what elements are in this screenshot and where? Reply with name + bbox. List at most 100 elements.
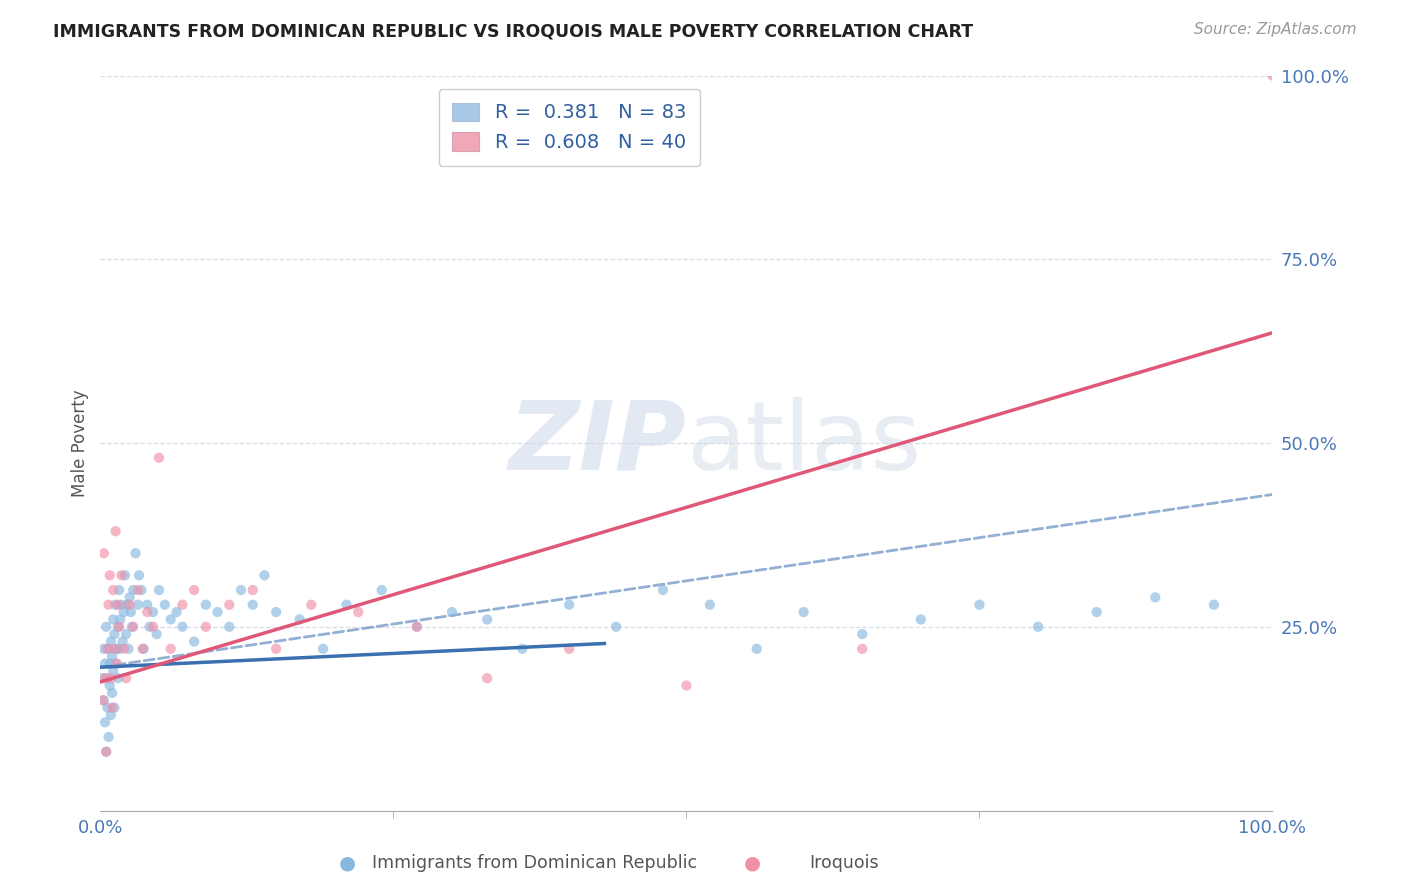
Point (121, 620, 143, 634)
Point (218, 598, 240, 612)
Point (107, 671, 129, 685)
Point (699, 598, 721, 612)
Point (264, 605, 287, 619)
Point (370, 582, 392, 597)
Point (242, 598, 264, 612)
Text: Source: ZipAtlas.com: Source: ZipAtlas.com (1194, 22, 1357, 37)
Point (110, 568, 132, 582)
Point (97, 730, 120, 744)
Point (122, 620, 145, 634)
Point (100, 671, 122, 685)
Point (93, 693, 115, 707)
Point (969, 598, 991, 612)
Point (183, 582, 205, 597)
Point (117, 598, 139, 612)
Point (124, 546, 146, 560)
Point (159, 641, 181, 656)
Point (136, 598, 159, 612)
Point (112, 605, 135, 619)
Point (1202, 598, 1225, 612)
Point (136, 605, 159, 619)
Point (288, 612, 311, 626)
Point (312, 641, 335, 656)
Point (675, 679, 697, 693)
Point (120, 605, 142, 619)
Point (128, 568, 150, 582)
Point (104, 657, 127, 671)
Point (100, 708, 122, 723)
Point (107, 620, 129, 634)
Point (103, 664, 125, 678)
Point (475, 671, 498, 685)
Text: Iroquois: Iroquois (808, 855, 879, 872)
Text: ZIP: ZIP (509, 397, 686, 490)
Point (103, 627, 125, 641)
Point (558, 641, 581, 656)
Point (440, 605, 463, 619)
Point (122, 582, 145, 597)
Point (127, 582, 149, 597)
Point (118, 598, 141, 612)
Point (148, 450, 170, 465)
Point (96, 745, 118, 759)
Point (166, 605, 188, 619)
Point (132, 641, 155, 656)
Point (745, 641, 768, 656)
Point (475, 612, 498, 626)
Point (253, 568, 276, 582)
Point (142, 605, 165, 619)
Point (101, 700, 124, 714)
Point (138, 620, 160, 634)
Point (91, 671, 114, 685)
Point (299, 598, 322, 612)
Point (101, 686, 124, 700)
Point (405, 620, 427, 634)
Point (100, 634, 122, 648)
Point (851, 641, 873, 656)
Point (194, 620, 217, 634)
Point (104, 598, 127, 612)
Point (1261, 69, 1284, 83)
Point (108, 620, 131, 634)
Point (335, 598, 357, 612)
Text: IMMIGRANTS FROM DOMINICAN REPUBLIC VS IROQUOIS MALE POVERTY CORRELATION CHART: IMMIGRANTS FROM DOMINICAN REPUBLIC VS IR… (53, 22, 973, 40)
Point (118, 591, 141, 605)
Point (347, 605, 370, 619)
Text: ●: ● (744, 854, 761, 872)
Point (153, 598, 176, 612)
Point (207, 605, 229, 619)
Point (108, 641, 131, 656)
Point (104, 524, 127, 539)
Point (98, 568, 121, 582)
Point (183, 634, 205, 648)
Point (1085, 605, 1108, 619)
Point (105, 641, 128, 656)
Point (91, 693, 114, 707)
Point (97, 641, 120, 656)
Point (264, 641, 287, 656)
Point (851, 627, 873, 641)
Point (110, 598, 132, 612)
Point (510, 641, 533, 656)
Point (93, 546, 115, 560)
Point (605, 620, 627, 634)
Point (96, 745, 118, 759)
Point (103, 612, 125, 626)
Point (1144, 591, 1167, 605)
Point (229, 582, 252, 597)
Point (101, 649, 124, 664)
Point (145, 627, 167, 641)
Point (117, 641, 139, 656)
Point (172, 598, 194, 612)
Point (96, 620, 118, 634)
Point (96, 641, 118, 656)
Point (111, 634, 134, 648)
Text: ●: ● (339, 854, 356, 872)
Point (405, 620, 427, 634)
Point (94, 671, 117, 685)
Point (558, 598, 581, 612)
Text: Immigrants from Dominican Republic: Immigrants from Dominican Republic (371, 855, 697, 872)
Point (98, 657, 121, 671)
Point (131, 582, 153, 597)
Point (103, 641, 125, 656)
